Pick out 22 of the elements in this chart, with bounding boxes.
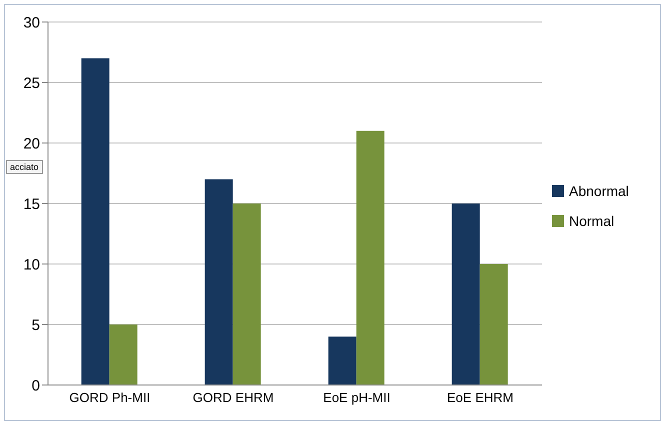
y-tick-label: 30 <box>23 14 40 32</box>
text: acciato <box>6 160 43 174</box>
bar <box>109 324 138 385</box>
bar <box>328 336 356 385</box>
bar <box>356 130 384 385</box>
x-tick-label: EoE EHRM <box>447 390 514 406</box>
x-tick-label: EoE pH-MII <box>323 390 390 406</box>
y-tick-label: 5 <box>32 316 40 334</box>
bar <box>81 58 110 385</box>
legend-label: Normal <box>569 212 614 228</box>
y-tick-label: 10 <box>23 256 40 274</box>
y-tick-label: 25 <box>23 74 40 92</box>
bar <box>480 264 508 385</box>
y-tick-label: 15 <box>23 196 40 213</box>
bar <box>452 204 480 385</box>
x-tick-label: GORD Ph-MII <box>69 390 150 406</box>
x-tick-label: GORD EHRM <box>192 390 274 406</box>
y-tick-label: 0 <box>32 377 40 394</box>
y-tick-label: 20 <box>23 135 40 152</box>
legend-label: Abnormal <box>569 182 629 198</box>
bar <box>204 179 233 385</box>
bar <box>232 204 261 385</box>
